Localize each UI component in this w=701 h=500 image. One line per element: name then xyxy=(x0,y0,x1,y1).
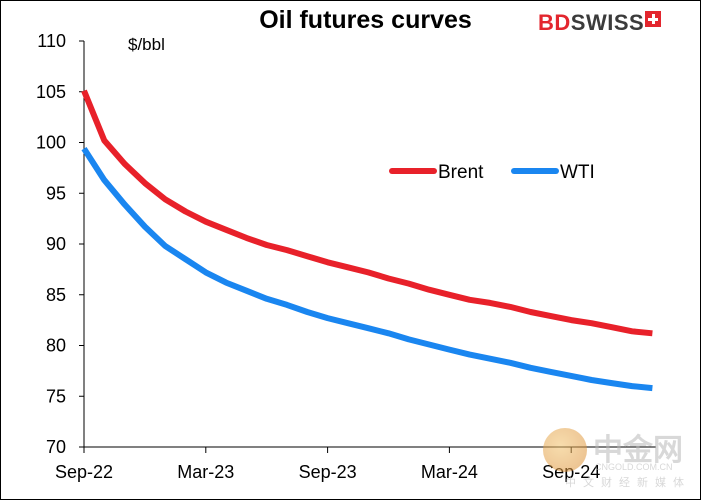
y-tick-label: 75 xyxy=(46,386,66,406)
logo-text-swiss: SWISS xyxy=(570,10,645,35)
y-tick-label: 85 xyxy=(46,285,66,305)
series-line-wti xyxy=(81,146,653,392)
watermark-subtitle: 中文财经新媒体 xyxy=(565,476,691,489)
x-tick-label: Sep-23 xyxy=(299,462,357,482)
legend-label-wti: WTI xyxy=(560,162,595,183)
swiss-cross-icon xyxy=(645,11,662,27)
y-tick-label: 90 xyxy=(46,234,66,254)
cngold-watermark: 中金网 CNGOLD.COM.CN 中文财经新媒体 xyxy=(543,425,693,491)
y-tick-label: 105 xyxy=(36,82,66,102)
legend-label-brent: Brent xyxy=(438,162,484,183)
chart-title: Oil futures curves xyxy=(259,6,472,34)
y-tick-label: 95 xyxy=(46,183,66,203)
series-layer xyxy=(81,89,653,392)
x-tick-label: Mar-23 xyxy=(177,462,234,482)
cngold-logo-icon xyxy=(543,428,587,472)
x-tick-label: Sep-22 xyxy=(55,462,113,482)
bdswiss-logo: BD SWISS xyxy=(538,8,662,38)
legend: Brent WTI xyxy=(389,162,595,183)
watermark-text: 中金网 xyxy=(593,433,683,468)
watermark-domain: CNGOLD.COM.CN xyxy=(595,462,673,472)
x-tick-label: Mar-24 xyxy=(421,462,478,482)
y-tick-label: 100 xyxy=(36,133,66,153)
y-tick-label: 70 xyxy=(46,437,66,457)
series-line-brent xyxy=(81,89,653,337)
y-tick-label: 110 xyxy=(37,31,66,51)
y-axis-unit-label: $/bbl xyxy=(128,35,165,54)
axes: 70 75 80 85 90 95 100 105 110 Sep-22 Mar-23 Sep-23 M… xyxy=(36,31,656,482)
logo-text-bd: BD xyxy=(538,10,571,35)
y-tick-label: 80 xyxy=(46,336,66,356)
